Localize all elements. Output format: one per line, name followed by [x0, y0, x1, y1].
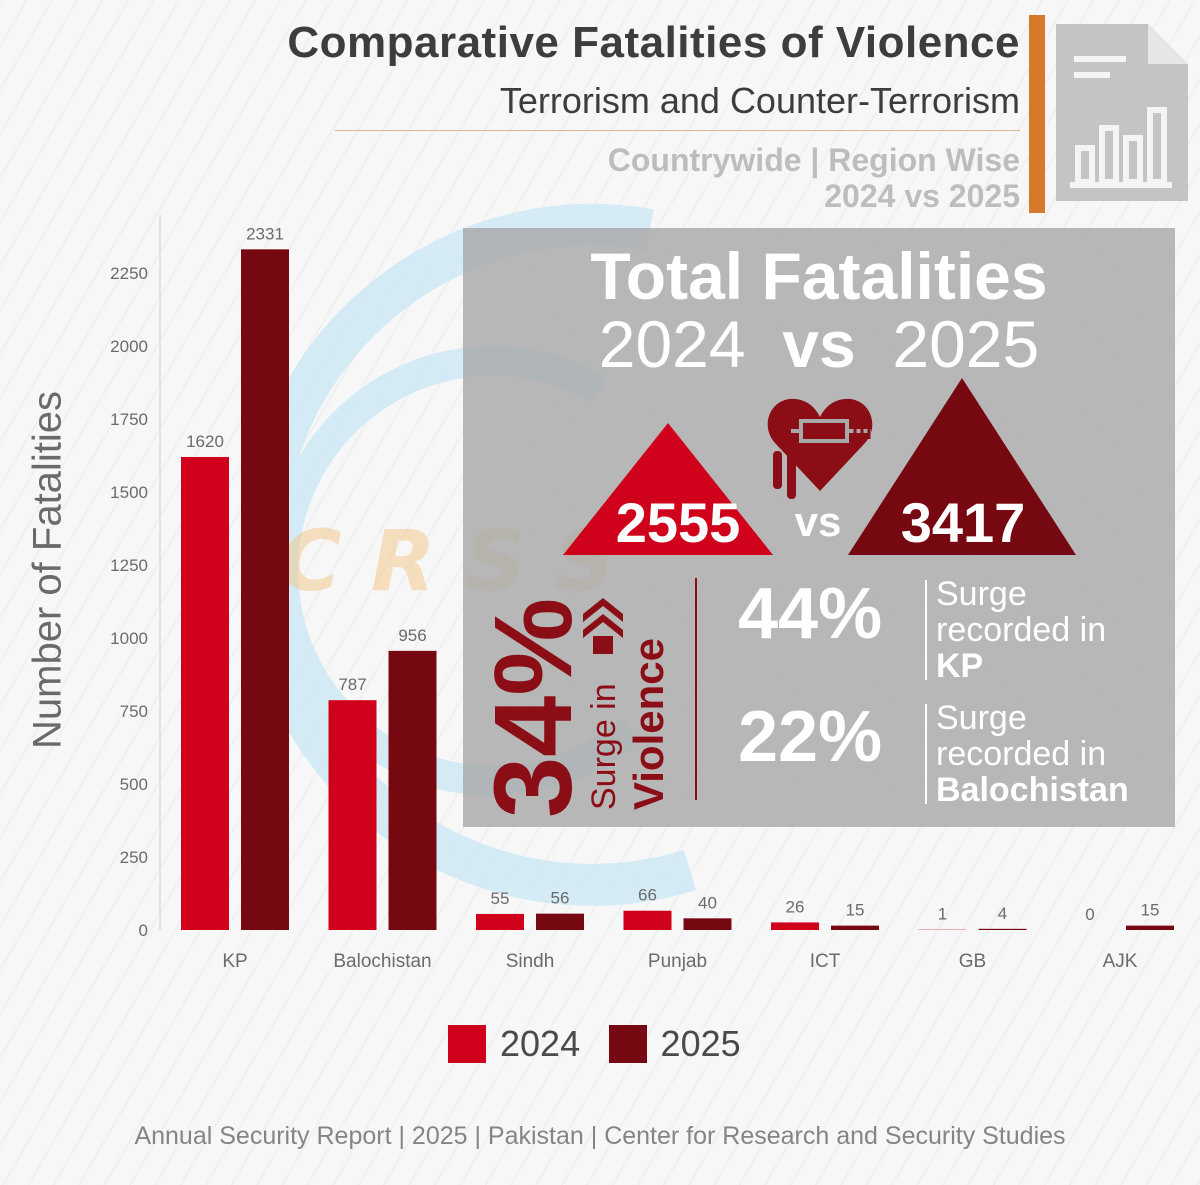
x-tick-label: Balochistan [333, 951, 431, 972]
up-triangle-icon [848, 378, 1076, 555]
data-label: 0 [1085, 905, 1094, 924]
kp-divider [925, 580, 927, 680]
data-label: 1 [938, 905, 947, 924]
y-tick-label: 1750 [110, 410, 148, 429]
y-tick-label: 1000 [110, 629, 148, 648]
y-tick-label: 0 [139, 921, 148, 940]
vs-label: vs [794, 498, 842, 545]
data-label: 15 [1141, 901, 1160, 920]
report-chart-icon [1056, 24, 1188, 201]
page-title: Comparative Fatalities of Violence [287, 18, 1020, 67]
period-label: 2024 vs 2025 [824, 178, 1020, 214]
panel-title: Total Fatalities [590, 239, 1048, 313]
data-label: 956 [398, 626, 426, 645]
data-label: 55 [491, 889, 510, 908]
scope-label: Countrywide | Region Wise [607, 142, 1020, 178]
kp-surge-pct: 44% [738, 574, 883, 654]
legend-swatch-2024 [448, 1025, 486, 1063]
data-label: 4 [998, 904, 1007, 923]
y-tick-label: 2250 [110, 264, 148, 283]
kp-region-name: KP [936, 647, 984, 685]
overall-surge-label-2: Violence [625, 638, 672, 810]
accent-bar [1029, 15, 1045, 213]
total-fatalities-panel: Total Fatalities 2024 vs 2025 2555 vs 34… [463, 228, 1175, 827]
legend-label-2025: 2025 [660, 1023, 741, 1064]
legend-label-2024: 2024 [500, 1023, 581, 1064]
legend-swatch-2025 [608, 1025, 647, 1063]
data-label: 66 [638, 886, 657, 905]
bar-ict-2024 [771, 922, 819, 930]
balochistan-divider [925, 704, 927, 804]
overall-surge-label-1: Surge in [585, 683, 623, 810]
balochistan-region-name: Balochistan [936, 771, 1129, 809]
balochistan-surge-pct: 22% [738, 697, 883, 777]
double-up-arrow-icon [583, 598, 623, 654]
y-tick-label: 500 [120, 775, 148, 794]
bar-ict-2025 [831, 925, 879, 930]
y-tick-label: 2000 [110, 337, 148, 356]
overall-surge-block: 34% Surge in Violence [483, 598, 672, 818]
data-label: 787 [338, 675, 366, 694]
bar-ajk-2025 [1126, 925, 1174, 930]
bar-balochistan-2024 [328, 700, 377, 930]
up-triangle-icon [563, 423, 773, 555]
bar-sindh-2025 [536, 913, 584, 930]
overall-surge-pct: 34% [483, 598, 595, 818]
x-tick-label: GB [959, 951, 986, 972]
kp-surge-text: Surge recorded in KP [936, 576, 1106, 684]
chart-legend: 2024 2025 [448, 1023, 765, 1067]
balochistan-surge-recorded: recorded in [936, 735, 1107, 773]
panel-year-a: 2024 [598, 307, 746, 381]
x-tick-label: AJK [1103, 951, 1138, 972]
y-tick-label: 250 [120, 848, 148, 867]
kp-surge-word: Surge [936, 575, 1027, 613]
panel-year-b: 2025 [892, 307, 1040, 381]
kp-surge-recorded: recorded in [936, 611, 1107, 649]
data-label: 26 [786, 897, 805, 916]
y-tick-label: 1500 [110, 483, 148, 502]
bar-gb-2025 [978, 928, 1027, 930]
data-label: 56 [551, 889, 570, 908]
x-tick-label: Punjab [648, 951, 707, 972]
y-tick-label: 1250 [110, 556, 148, 575]
data-label: 15 [846, 901, 865, 920]
page-subtitle: Terrorism and Counter-Terrorism [499, 80, 1020, 121]
data-label: 1620 [186, 432, 224, 451]
total-2025-value: 3417 [900, 491, 1026, 554]
y-tick-label: 750 [120, 702, 148, 721]
panel-vs: vs [782, 307, 856, 381]
x-tick-label: KP [222, 951, 247, 972]
data-label: 40 [698, 893, 717, 912]
bar-sindh-2024 [476, 913, 524, 930]
total-2024-value: 2555 [615, 491, 741, 554]
x-tick-label: ICT [810, 951, 841, 972]
bar-kp-2025 [241, 249, 289, 930]
legend-item-2024: 2024 [448, 1023, 580, 1065]
footer-credit: Annual Security Report | 2025 | Pakistan… [134, 1122, 1066, 1150]
balochistan-surge-text: Surge recorded in Balochistan [936, 700, 1129, 808]
bar-balochistan-2025 [388, 650, 437, 930]
title-divider [335, 130, 1020, 131]
data-label: 2331 [246, 224, 284, 243]
bar-punjab-2025 [683, 918, 732, 930]
balochistan-surge-word: Surge [936, 699, 1027, 737]
bar-kp-2024 [181, 456, 229, 930]
bar-chart: 0 250 500 750 1000 1250 1500 1750 2000 2250 1620 23… [110, 215, 1174, 972]
panel-years: 2024 vs 2025 [463, 306, 1175, 382]
x-tick-label: Sindh [506, 951, 555, 972]
bar-punjab-2024 [623, 910, 672, 930]
panel-divider [695, 578, 697, 800]
legend-item-2025: 2025 [608, 1023, 741, 1065]
heart-syringe-icon [767, 398, 873, 499]
